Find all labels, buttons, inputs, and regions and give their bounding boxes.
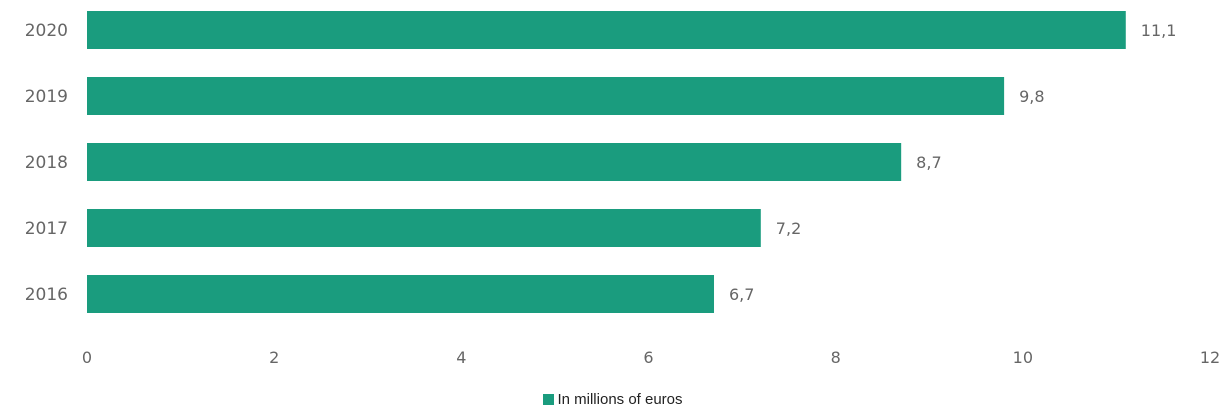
bar-2019: [87, 77, 1005, 115]
category-label-2020: 2020: [25, 21, 68, 41]
bar-2017: [87, 209, 761, 247]
x-tick-2: 2: [269, 348, 279, 367]
category-labels-group: 2020 2019 2018 2017 2016: [25, 21, 68, 305]
x-tick-12: 12: [1200, 348, 1220, 367]
legend: In millions of euros: [0, 390, 1226, 408]
x-tick-10: 10: [1013, 348, 1033, 367]
bars-group: [87, 11, 1126, 313]
x-tick-8: 8: [831, 348, 841, 367]
category-label-2018: 2018: [25, 153, 68, 173]
data-label-2019: 9,8: [1019, 87, 1044, 106]
bar-2018: [87, 143, 902, 181]
data-label-2017: 7,2: [776, 219, 801, 238]
bar-2020: [87, 11, 1126, 49]
legend-label: In millions of euros: [557, 390, 683, 408]
x-tick-6: 6: [643, 348, 653, 367]
category-label-2016: 2016: [25, 285, 68, 305]
bar-2016: [87, 275, 715, 313]
data-label-2020: 11,1: [1141, 21, 1177, 40]
x-tick-4: 4: [456, 348, 466, 367]
category-label-2019: 2019: [25, 87, 68, 107]
legend-swatch: [543, 393, 555, 405]
data-labels-group: 11,1 9,8 8,7 7,2 6,7: [729, 21, 1176, 304]
data-label-2016: 6,7: [729, 285, 754, 304]
x-axis-ticks-group: 0 2 4 6 8 10 12: [82, 348, 1220, 367]
x-tick-0: 0: [82, 348, 92, 367]
data-label-2018: 8,7: [916, 153, 941, 172]
category-label-2017: 2017: [25, 219, 68, 239]
